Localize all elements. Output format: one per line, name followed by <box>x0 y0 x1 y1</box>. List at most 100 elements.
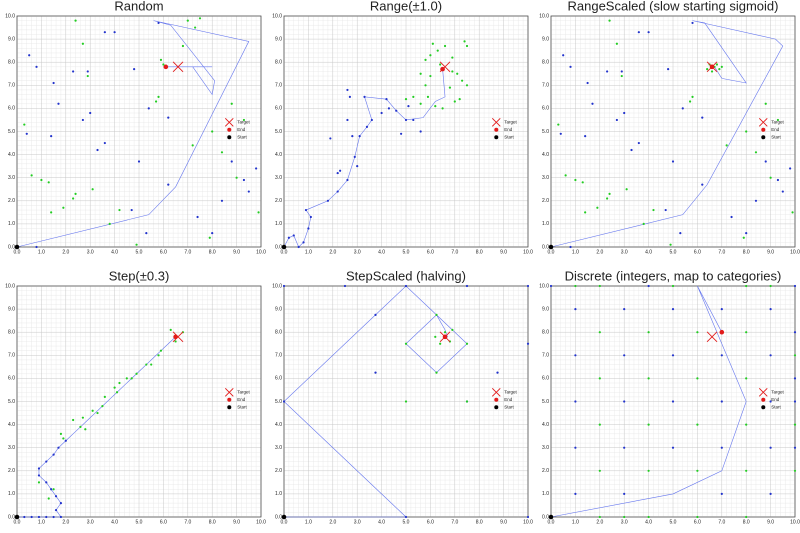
x-tick-label: 1.0 <box>305 519 312 525</box>
point <box>458 98 461 101</box>
panel: Random 0.0 1.0 2.0 3.0 4.0 5.0 6.0 7.0 8.0 9.0 10.0… <box>5 0 266 255</box>
point <box>769 176 772 179</box>
legend-label: Start <box>237 404 247 409</box>
point <box>404 118 408 122</box>
point <box>50 211 53 214</box>
x-tick-label: 9.0 <box>233 249 240 255</box>
point <box>336 171 339 175</box>
point <box>157 95 160 98</box>
point <box>59 515 63 519</box>
y-tick-label: 1.0 <box>8 221 15 227</box>
plot-frame <box>283 15 529 248</box>
point <box>198 17 202 20</box>
point <box>710 70 714 73</box>
x-tick-label: 2.0 <box>62 249 69 255</box>
y-tick-label: 9.0 <box>8 36 15 42</box>
point <box>79 425 82 429</box>
point <box>89 111 92 115</box>
point <box>696 469 699 472</box>
point <box>591 102 594 105</box>
point <box>145 363 148 366</box>
point <box>147 107 150 110</box>
point <box>754 199 758 202</box>
point <box>451 56 454 59</box>
point <box>443 331 447 334</box>
point <box>365 125 369 128</box>
point <box>255 167 258 170</box>
panel: RangeScaled (slow starting sigmoid) 0.0 1.… <box>539 0 800 255</box>
point <box>86 70 89 73</box>
x-tick-label: 10.0 <box>790 249 800 255</box>
x-tick-label: 3.0 <box>354 519 361 525</box>
point <box>606 197 609 200</box>
point <box>691 95 694 98</box>
point <box>54 495 58 498</box>
point <box>647 31 650 34</box>
point <box>191 144 194 147</box>
plot-frame <box>16 15 262 248</box>
legend-label: Target <box>771 389 784 394</box>
point <box>647 377 650 380</box>
point <box>412 95 415 98</box>
point <box>688 100 692 103</box>
x-tick-label: 8.0 <box>209 249 216 255</box>
point <box>436 49 439 52</box>
point <box>37 515 41 519</box>
x-tick-label: 7.0 <box>718 519 725 525</box>
point <box>720 308 723 311</box>
point <box>745 469 748 472</box>
y-tick-label: 6.0 <box>542 376 549 382</box>
legend-swatch <box>758 387 768 397</box>
point <box>113 31 116 34</box>
point <box>47 181 50 184</box>
x-tick-label: 2.0 <box>62 519 69 525</box>
point <box>91 188 94 191</box>
point <box>346 88 349 92</box>
x-tick-label: 9.0 <box>767 249 774 255</box>
legend-swatch <box>494 405 499 410</box>
panel: Discrete (integers, map to categories) 0.… <box>539 268 800 525</box>
point <box>793 354 797 357</box>
point <box>426 95 430 98</box>
point <box>72 197 75 200</box>
point <box>309 215 312 219</box>
x-tick-label: 8.0 <box>743 519 750 525</box>
legend-label: End <box>237 397 246 402</box>
y-tick-label: 1.0 <box>8 491 15 497</box>
point <box>598 284 601 288</box>
point <box>424 84 427 87</box>
x-tick-label: 7.0 <box>184 249 191 255</box>
point <box>96 411 99 415</box>
x-tick-label: 3.0 <box>621 249 628 255</box>
x-tick-label: 10.0 <box>256 249 266 255</box>
point <box>419 102 422 105</box>
point <box>562 54 565 57</box>
y-tick-label: 4.0 <box>275 422 282 428</box>
y-tick-label: 0.0 <box>542 514 549 520</box>
point <box>404 515 408 519</box>
y-tick-label: 5.0 <box>8 129 15 135</box>
legend-label: Start <box>504 134 514 139</box>
legend-label: Target <box>237 389 250 394</box>
point <box>52 453 55 456</box>
y-tick-label: 10.0 <box>539 13 549 19</box>
y-tick-label: 5.0 <box>275 399 282 405</box>
point <box>370 118 373 122</box>
y-tick-label: 10.0 <box>272 283 282 289</box>
point <box>304 208 308 212</box>
y-tick-label: 8.0 <box>275 60 282 66</box>
point <box>769 446 772 449</box>
y-tick-label: 4.0 <box>8 422 15 428</box>
legend-swatch <box>227 127 232 132</box>
legend-swatch <box>761 397 766 402</box>
y-tick-label: 2.0 <box>275 198 282 204</box>
point <box>62 206 65 209</box>
point-marker <box>14 244 20 250</box>
x-tick-label: 9.0 <box>500 249 507 255</box>
point <box>404 98 408 101</box>
point <box>465 342 469 345</box>
point-marker <box>14 514 20 520</box>
x-tick-label: 7.0 <box>718 249 725 255</box>
point <box>23 123 26 126</box>
y-tick-label: 10.0 <box>5 283 15 289</box>
